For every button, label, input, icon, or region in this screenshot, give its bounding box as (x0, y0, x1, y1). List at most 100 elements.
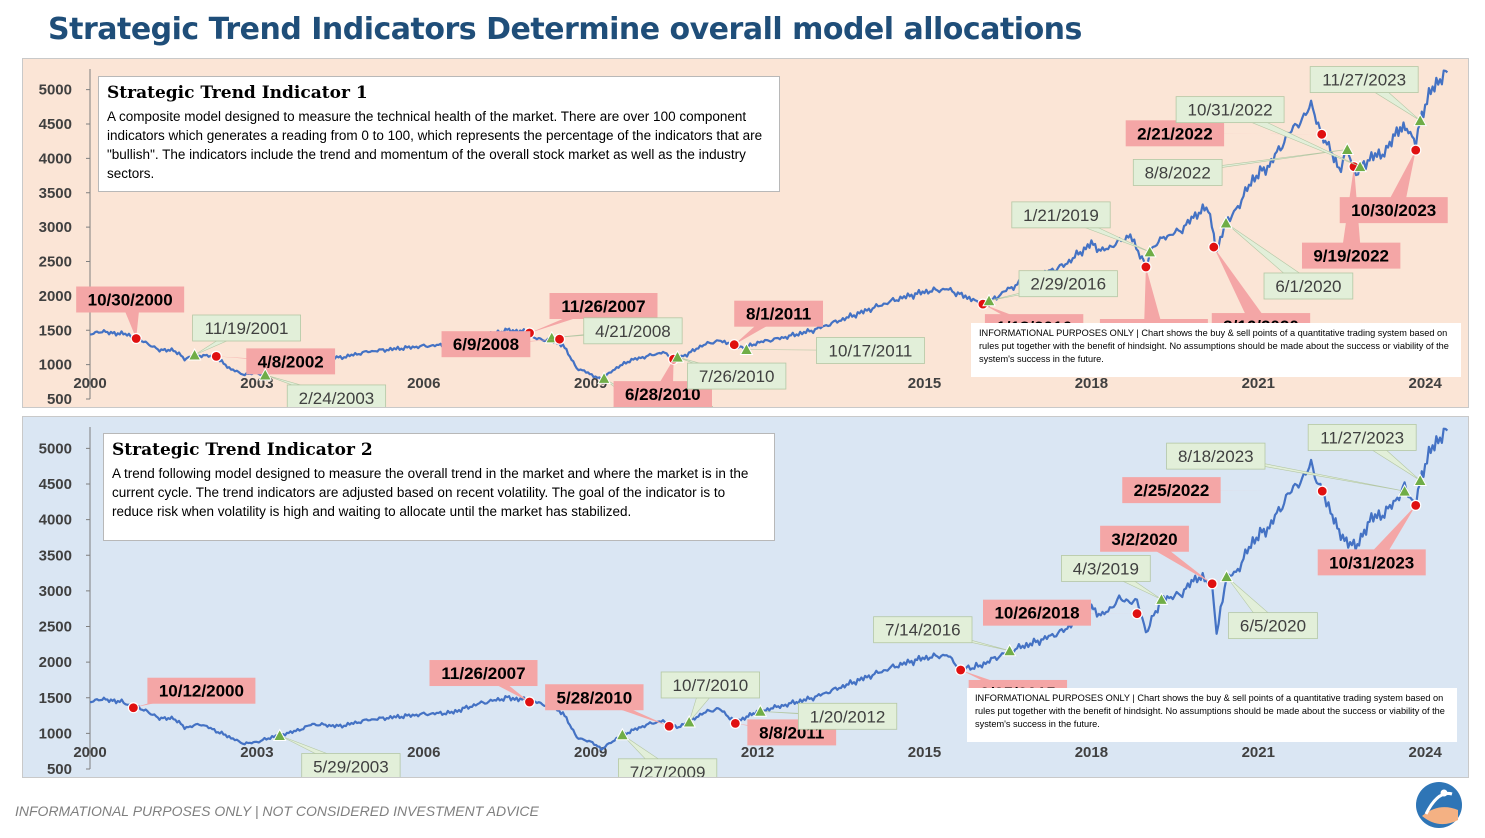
chart-1-buy-signal: 2/24/2003 (258, 367, 387, 407)
buy-marker (1154, 592, 1169, 605)
signal-date-label: 6/1/2020 (1275, 277, 1341, 296)
chart-2-series-line (89, 427, 1449, 751)
chart-2-y-tick-label: 3000 (39, 583, 72, 600)
chart-1-y-tick-label: 500 (47, 391, 72, 407)
signal-date-label: 10/26/2018 (994, 604, 1079, 623)
buy-marker (982, 293, 996, 307)
chart-1-x-tick-label: 2024 (1408, 375, 1442, 392)
callout-box (1122, 477, 1221, 504)
callout-pointer (1361, 505, 1416, 563)
chart-2-description-box: Strategic Trend Indicator 2 A trend foll… (103, 433, 775, 541)
signal-date-label: 10/30/2023 (1351, 201, 1436, 220)
chart-1-sell-signal: 10/30/2000 (76, 286, 185, 345)
signal-date-label: 7/26/2010 (699, 367, 775, 386)
signal-date-label: 10/31/2022 (1188, 101, 1273, 120)
signal-date-label: 2/25/2022 (1134, 481, 1210, 500)
chart-1-buy-signal: 10/31/2022 (1175, 96, 1367, 173)
chart-1-buy-signal: 7/26/2010 (670, 350, 787, 390)
chart-1-buy-signal: 11/19/2001 (187, 314, 301, 361)
callout-box (246, 348, 336, 375)
sell-marker (130, 332, 142, 345)
signal-date-label: 1/21/2019 (1023, 206, 1099, 225)
callout-box (734, 300, 824, 327)
signal-date-label: 4/8/2002 (258, 352, 324, 371)
chart-2-x-tick-label: 2021 (1242, 744, 1275, 761)
chart-1-y-tick-label: 1500 (39, 322, 72, 339)
callout-box (983, 599, 1092, 626)
signal-date-label: 11/19/2001 (205, 319, 289, 338)
chart-2-disclaimer: INFORMATIONAL PURPOSES ONLY | Chart show… (967, 688, 1457, 742)
chart-panel-1: 500 1000 1500 2000 2500 3000 3500 4000 4500 5000 2… (22, 58, 1469, 408)
chart-1-description: A composite model designed to measure th… (107, 109, 763, 181)
sell-marker (210, 350, 222, 362)
callout-box (76, 286, 185, 313)
buy-marker (753, 704, 768, 717)
signal-date-label: 8/8/2022 (1145, 163, 1211, 182)
signal-date-label: 9/19/2022 (1313, 247, 1389, 266)
chart-1-buy-signal: 8/8/2022 (1132, 142, 1355, 186)
callout-pointer (1383, 150, 1416, 211)
chart-2-y-tick-label: 1500 (39, 690, 72, 707)
chart-2-x-tick-label: 2024 (1408, 744, 1442, 761)
callout-box (1301, 242, 1401, 269)
buy-marker (1353, 159, 1367, 173)
page-title: Strategic Trend Indicators Determine ove… (48, 12, 1082, 47)
callout-box (1166, 442, 1266, 470)
chart-2-x-tick-label: 2012 (741, 744, 774, 761)
signal-date-label: 4/3/2019 (1073, 559, 1139, 578)
signal-date-label: 10/30/2000 (88, 291, 173, 310)
signal-date-label: 10/31/2023 (1329, 553, 1414, 572)
chart-2-x-tick-label: 2015 (908, 744, 941, 761)
chart-2-buy-signal: 7/14/2016 (873, 616, 1017, 657)
chart-1-x-tick-label: 2018 (1075, 375, 1108, 392)
buy-marker (1219, 569, 1234, 583)
buy-marker (272, 728, 287, 742)
chart-1-title: Strategic Trend Indicator 1 (107, 83, 368, 103)
callout-box (873, 616, 973, 644)
chart-2-x-tick-label: 2006 (407, 744, 440, 761)
chart-2-sell-signal: 10/12/2000 (127, 677, 256, 714)
chart-1-y-tick-label: 2000 (39, 288, 72, 305)
sell-marker (523, 696, 536, 708)
chart-2-sell-signal: 11/26/2007 (429, 660, 538, 708)
chart-2-x-tick-label: 2003 (240, 744, 273, 761)
chart-2-sell-signal: 2/25/2022 (1122, 477, 1328, 504)
signal-date-label: 11/26/2007 (441, 664, 525, 683)
chart-2-x-tick-label: 2000 (73, 744, 106, 761)
buy-marker (258, 367, 273, 381)
callout-box (429, 660, 538, 687)
signal-date-label: 11/26/2007 (561, 297, 645, 316)
buy-marker (1219, 215, 1233, 229)
chart-2-y-tick-label: 4000 (39, 512, 72, 529)
signal-date-label: 3/2/2020 (1111, 530, 1177, 549)
buy-marker (187, 347, 202, 361)
chart-2-y-tick-label: 2500 (39, 619, 72, 636)
callout-box (618, 758, 718, 777)
chart-2-y-tick-label: 1000 (39, 725, 72, 742)
chart-1-disclaimer: INFORMATIONAL PURPOSES ONLY | Chart show… (971, 323, 1461, 377)
chart-2-sell-signal: 3/2/2020 (1100, 525, 1218, 590)
chart-1-buy-signal: 11/27/2023 (1309, 66, 1428, 127)
chart-1-buy-signal: 4/21/2008 (544, 317, 683, 345)
sell-marker (663, 720, 675, 732)
chart-2-buy-signal: 10/7/2010 (660, 671, 760, 728)
buy-marker (739, 342, 754, 355)
signal-date-label: 8/1/2011 (746, 305, 811, 324)
callout-box (1263, 272, 1354, 300)
sell-marker (553, 333, 566, 345)
chart-2-description: A trend following model designed to meas… (112, 466, 749, 519)
callout-box (1100, 525, 1189, 552)
signal-date-label: 10/17/2011 (829, 342, 913, 361)
buy-marker (1142, 244, 1157, 258)
callout-pointer (734, 313, 789, 345)
sell-marker (1206, 578, 1218, 590)
callout-box (1309, 66, 1419, 93)
chart-1-buy-signal: 6/1/2020 (1219, 215, 1354, 300)
chart-1-x-tick-label: 2009 (574, 375, 607, 392)
callout-box (1061, 555, 1151, 582)
chart-1-y-tick-label: 4000 (39, 150, 72, 167)
chart-panel-2: 500 1000 1500 2000 2500 3000 3500 4000 4500 5000 2… (22, 416, 1469, 778)
sell-marker (729, 717, 741, 729)
sell-marker (1410, 499, 1422, 511)
signal-date-label: 7/27/2009 (630, 763, 706, 777)
